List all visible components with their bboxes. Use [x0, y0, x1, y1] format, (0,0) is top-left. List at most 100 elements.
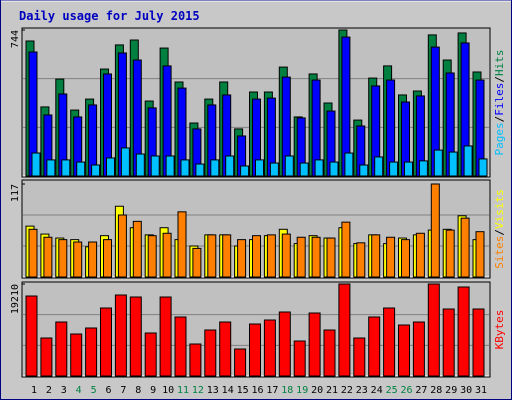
- x-tick-label: 3: [61, 385, 67, 396]
- bar: [269, 162, 279, 177]
- bar: [240, 165, 250, 177]
- x-tick-label: 14: [222, 385, 234, 396]
- bar: [475, 231, 485, 278]
- bar: [85, 327, 98, 377]
- bar: [88, 241, 98, 278]
- legend-entry: KBytes: [493, 310, 506, 350]
- legend-entry: Hits: [493, 50, 506, 77]
- legend-separator: /: [493, 229, 506, 236]
- bar: [192, 247, 202, 278]
- legend-entry: Sites: [493, 236, 506, 269]
- bar: [329, 161, 339, 177]
- bar: [368, 316, 381, 377]
- bar: [255, 159, 264, 177]
- bar: [427, 283, 440, 377]
- bar: [174, 316, 187, 377]
- bar: [418, 160, 428, 177]
- x-tick-label: 9: [150, 385, 156, 396]
- bar: [386, 236, 396, 278]
- bar: [114, 294, 127, 377]
- x-tick-label: 23: [356, 385, 368, 396]
- bar: [117, 214, 127, 278]
- bar: [314, 159, 324, 177]
- bar: [222, 234, 232, 278]
- bar: [225, 155, 235, 177]
- bar: [430, 183, 440, 278]
- bar: [207, 234, 217, 278]
- bar: [383, 307, 396, 377]
- bar: [234, 348, 247, 377]
- x-tick-label: 10: [162, 385, 174, 396]
- bar: [296, 236, 306, 278]
- bar: [252, 235, 261, 278]
- legend-entry: Pages: [493, 122, 506, 155]
- bar: [100, 307, 112, 377]
- legend: Pages/Files/Hits: [493, 50, 506, 156]
- bar: [180, 159, 190, 177]
- bar: [433, 149, 443, 177]
- bar: [401, 239, 410, 278]
- bar: [159, 296, 172, 377]
- bar: [308, 312, 321, 377]
- x-tick-label: 15: [237, 385, 249, 396]
- bar: [299, 162, 309, 177]
- x-tick-label: 26: [400, 385, 412, 396]
- x-tick-label: 6: [105, 385, 111, 396]
- bar: [353, 337, 366, 377]
- x-tick-label: 12: [192, 385, 204, 396]
- bar: [144, 332, 157, 377]
- x-tick-label: 22: [341, 385, 353, 396]
- bar: [463, 145, 473, 177]
- x-tick-label: 25: [386, 385, 398, 396]
- bar: [311, 236, 321, 278]
- bar: [28, 228, 38, 278]
- bar: [210, 159, 220, 177]
- bar: [147, 235, 157, 278]
- bar: [359, 164, 369, 177]
- bar: [344, 152, 354, 177]
- x-tick-label: 27: [415, 385, 427, 396]
- x-tick-label: 31: [475, 385, 487, 396]
- bar: [150, 155, 160, 177]
- bar: [195, 163, 205, 177]
- bar: [25, 295, 38, 377]
- x-tick-label: 7: [120, 385, 126, 396]
- x-tick-label: 28: [430, 385, 442, 396]
- bar: [219, 321, 232, 377]
- bar: [177, 211, 187, 278]
- bar: [266, 234, 276, 278]
- legend: KBytes: [493, 310, 506, 350]
- bar: [135, 153, 145, 177]
- legend-separator: /: [493, 76, 506, 83]
- chart-title: Daily usage for July 2015: [19, 9, 200, 23]
- bar: [61, 159, 71, 177]
- bar: [398, 324, 410, 377]
- bar: [293, 340, 306, 377]
- bar: [326, 237, 336, 278]
- bar: [281, 233, 291, 278]
- bar: [284, 155, 294, 177]
- bar: [91, 164, 101, 177]
- bar: [415, 232, 425, 278]
- bar: [132, 220, 142, 278]
- bar: [55, 321, 68, 377]
- x-tick-label: 2: [46, 385, 52, 396]
- bar: [404, 161, 413, 177]
- bar: [457, 286, 470, 377]
- bar: [389, 161, 399, 177]
- bar: [43, 236, 53, 278]
- bar: [129, 296, 142, 377]
- bar: [341, 221, 351, 278]
- x-tick-label: 5: [91, 385, 97, 396]
- x-tick-label: 13: [207, 385, 219, 396]
- x-tick-label: 11: [177, 385, 189, 396]
- x-tick-label: 30: [460, 385, 472, 396]
- bar: [371, 234, 381, 278]
- bar: [472, 308, 485, 377]
- bar: [165, 155, 175, 177]
- bar: [412, 321, 425, 377]
- bar: [106, 157, 115, 177]
- x-tick-label: 8: [135, 385, 141, 396]
- bar: [460, 217, 470, 278]
